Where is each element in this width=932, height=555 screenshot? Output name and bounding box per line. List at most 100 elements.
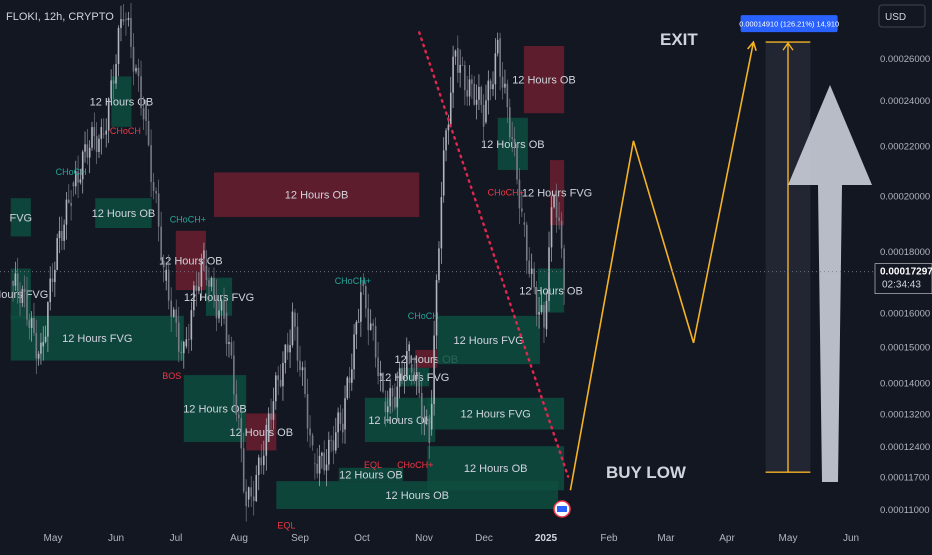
candle-body-41 (107, 98, 110, 131)
candle-body-67 (172, 309, 175, 317)
candle-body-143 (357, 321, 360, 323)
price-tick-6: 0.00015000 (880, 342, 930, 353)
candle-body-182 (452, 56, 454, 93)
event-icon-flag (557, 506, 567, 512)
candle-body-114 (289, 345, 291, 353)
candle-body-193 (478, 86, 480, 100)
candle-body-173 (430, 403, 433, 430)
structure-label-8: CHoCH+ (397, 460, 433, 470)
candle-body-63 (162, 260, 165, 268)
candle-body-88 (225, 312, 228, 345)
price-tick-9: 0.00012400 (880, 442, 930, 453)
candle-body-174 (433, 335, 435, 404)
candle-body-150 (374, 325, 377, 358)
candle-body-128 (323, 452, 325, 471)
annotation-exit: EXIT (660, 30, 698, 49)
candle-body-209 (516, 143, 518, 180)
candle-body-102 (260, 457, 263, 466)
candle-body-139 (348, 377, 351, 383)
structure-label-9: EQL (277, 520, 295, 530)
time-tick-4: Sep (291, 533, 309, 544)
candle-body-66 (170, 300, 173, 317)
candle-body-152 (379, 372, 382, 377)
candle-body-106 (270, 413, 272, 420)
projection-path (569, 41, 755, 491)
candle-body-42 (110, 80, 112, 99)
candle-body-4 (21, 289, 24, 304)
zone-19 (523, 46, 565, 114)
candle-body-32 (86, 144, 89, 158)
candle-body-217 (535, 287, 538, 315)
candle-body-87 (223, 300, 225, 319)
candle-body-24 (67, 199, 70, 203)
candle-body-50 (130, 17, 132, 47)
candle-body-12 (40, 342, 42, 354)
candle-body-157 (391, 388, 394, 397)
zone-18 (497, 117, 528, 170)
candle-body-46 (120, 19, 122, 28)
candle-body-8 (30, 318, 33, 328)
structure-label-6: BOS (162, 371, 181, 381)
candle-body-62 (160, 226, 162, 261)
candle-body-27 (74, 171, 77, 187)
candle-body-156 (389, 388, 391, 407)
price-tags-layer: 0.00017297 02:34:43 (874, 263, 932, 294)
candle-body-196 (485, 100, 487, 123)
candle-body-15 (47, 302, 49, 337)
candle-body-17 (51, 278, 54, 283)
candle-body-98 (250, 487, 253, 497)
time-tick-12: May (779, 533, 798, 544)
zone-label-15: 12 Hours OB (464, 463, 528, 475)
structure-label-2: CHoCH+ (170, 214, 206, 224)
candle-body-80 (205, 265, 208, 281)
candle-body-78 (200, 258, 203, 287)
candle-body-189 (468, 79, 471, 97)
zone-11 (415, 349, 438, 368)
candle-body-94 (240, 418, 243, 449)
zone-label-6: Hours FVG (0, 289, 48, 301)
candle-body-226 (558, 217, 560, 221)
candle-body-195 (482, 104, 485, 127)
candle-body-91 (233, 355, 235, 395)
candle-body-145 (362, 280, 365, 287)
time-axis[interactable]: May Jun Jul Aug Sep Oct Nov Dec 2025 Feb Mar Apr May… (44, 533, 860, 544)
candle-body-35 (93, 127, 96, 137)
candle-body-65 (167, 269, 170, 301)
candle-body-133 (334, 432, 337, 451)
candle-body-219 (540, 305, 543, 312)
zone-label-2: 12 Hours OB (285, 190, 349, 202)
candle-body-149 (372, 323, 374, 326)
candle-body-136 (341, 423, 344, 433)
candle-body-134 (337, 412, 339, 433)
zone-20 (550, 160, 565, 226)
candle-body-44 (115, 64, 117, 84)
candle-body-105 (267, 413, 270, 442)
candle-body-54 (140, 76, 142, 109)
candle-body-127 (321, 452, 323, 456)
candle-body-213 (525, 224, 528, 261)
candle-body-205 (506, 83, 509, 108)
annotation-buy-low: BUY LOW (606, 463, 687, 482)
candle-body-168 (418, 372, 421, 393)
candle-body-84 (215, 295, 218, 319)
candle-body-92 (235, 394, 238, 415)
candle-body-34 (91, 127, 93, 148)
time-tick-6: Nov (415, 533, 433, 544)
zone-17 (338, 467, 404, 482)
candle-body-129 (325, 464, 328, 471)
candle-body-190 (471, 79, 473, 84)
candle-body-112 (284, 344, 287, 363)
price-tick-5: 0.00016000 (880, 309, 930, 320)
candle-body-202 (499, 38, 501, 77)
candle-body-160 (398, 368, 401, 387)
time-tick-8: 2025 (535, 533, 558, 544)
structure-label-0: CHoCH (110, 126, 141, 136)
currency-button[interactable] (878, 4, 926, 28)
candle-body-162 (403, 376, 406, 379)
zone-label-9: 12 Hours OB (229, 427, 293, 439)
candle-body-96 (245, 491, 247, 507)
candle-body-95 (242, 448, 245, 492)
candle-body-69 (177, 322, 180, 352)
